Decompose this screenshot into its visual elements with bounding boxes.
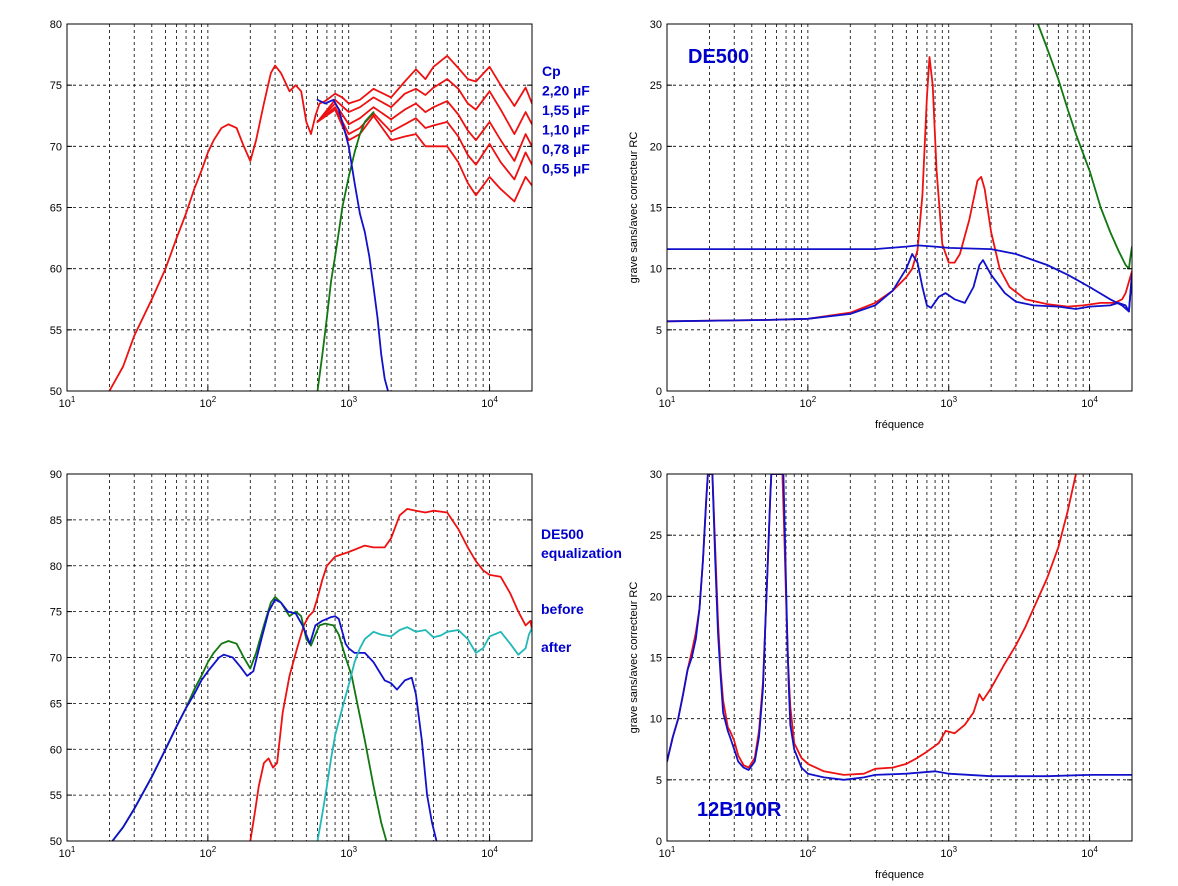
y-tick-label: 30 <box>650 469 662 481</box>
y-tick-label: 25 <box>650 530 662 542</box>
panel-top-right: 0 5 10 15 20 25 30 101 102 103 104 fréquence grave s… <box>628 19 1133 431</box>
y-tick-label: 55 <box>50 325 62 337</box>
y-tick-label: 60 <box>50 744 62 756</box>
y-tick-label: 15 <box>650 203 662 215</box>
panel-top-left: 50 55 60 65 70 75 80 101 102 103 104 Cp 2,20 µF 1,55 … <box>50 19 590 410</box>
series-line-blue <box>316 98 389 391</box>
x-tick-label: 103 <box>340 395 357 410</box>
y-tick-label: 5 <box>656 325 662 337</box>
annotation-label: DE500 <box>541 526 584 542</box>
y-tick-label: 30 <box>650 19 662 31</box>
x-tick-label: 104 <box>1081 395 1098 410</box>
series-line-red <box>249 508 532 841</box>
y-tick-label: 5 <box>656 775 662 787</box>
series-line-red <box>108 54 532 391</box>
x-tick-label: 104 <box>481 395 498 410</box>
y-tick-label: 15 <box>650 653 662 665</box>
series-line-blue <box>111 598 438 841</box>
y-tick-label: 0 <box>656 386 662 398</box>
y-tick-label: 60 <box>50 264 62 276</box>
x-tick-label: 103 <box>940 845 957 860</box>
annotation-label: before <box>541 601 584 617</box>
x-axis-label: fréquence <box>875 419 924 431</box>
y-tick-label: 80 <box>50 19 62 31</box>
series-line-blue <box>667 253 1132 323</box>
annotation-label: 0,78 µF <box>542 141 590 157</box>
annotation-label: Cp <box>542 63 561 79</box>
annotation-label: 12B100R <box>697 799 782 821</box>
x-tick-label: 102 <box>200 845 217 860</box>
y-tick-label: 0 <box>656 836 662 848</box>
x-tick-label: 101 <box>659 395 676 410</box>
plot-area <box>667 474 1132 841</box>
y-tick-label: 80 <box>50 561 62 573</box>
x-axis-label: fréquence <box>875 869 924 881</box>
annotation-label: 2,20 µF <box>542 83 590 99</box>
series-line-red <box>316 78 532 135</box>
series-line-red <box>316 106 532 181</box>
grid <box>67 24 532 391</box>
x-tick-label: 102 <box>800 845 817 860</box>
series-line-red <box>667 56 1132 323</box>
y-tick-label: 65 <box>50 698 62 710</box>
series-group <box>111 508 532 841</box>
y-tick-label: 10 <box>650 714 662 726</box>
annotation-label: DE500 <box>688 46 749 68</box>
y-tick-label: 20 <box>650 141 662 153</box>
plot-area <box>67 474 532 841</box>
x-tick-label: 101 <box>59 845 76 860</box>
series-line-blue <box>667 244 1132 313</box>
x-tick-label: 101 <box>659 845 676 860</box>
annotation-label: equalization <box>541 545 622 561</box>
y-tick-label: 70 <box>50 141 62 153</box>
y-axis-label: grave sans/avec correcteur RC <box>628 582 640 734</box>
y-tick-label: 50 <box>50 386 62 398</box>
y-tick-label: 75 <box>50 80 62 92</box>
plot-area <box>667 24 1132 391</box>
plot-area <box>67 24 532 391</box>
annotation-label: after <box>541 639 572 655</box>
series-group <box>108 54 532 391</box>
y-tick-label: 70 <box>50 653 62 665</box>
y-tick-label: 65 <box>50 203 62 215</box>
grid <box>667 474 1132 841</box>
grid <box>67 474 532 841</box>
x-tick-label: 103 <box>940 395 957 410</box>
x-tick-label: 104 <box>1081 845 1098 860</box>
x-tick-label: 101 <box>59 395 76 410</box>
series-line-cyan <box>316 626 532 841</box>
series-group <box>667 474 1132 781</box>
annotation-label: 1,55 µF <box>542 102 590 118</box>
series-line-red <box>316 100 532 162</box>
x-tick-label: 102 <box>200 395 217 410</box>
series-line-blue <box>667 474 1132 781</box>
panel-bottom-left: 50 55 60 65 70 75 80 85 90 101 102 103 104 DE500 equal… <box>50 469 622 860</box>
y-axis-label: grave sans/avec correcteur RC <box>628 132 640 284</box>
panel-bottom-right: 0 5 10 15 20 25 30 101 102 103 104 fréquence grave s… <box>628 469 1133 881</box>
annotation-label: 1,10 µF <box>542 122 590 138</box>
y-tick-label: 85 <box>50 515 62 527</box>
y-tick-label: 90 <box>50 469 62 481</box>
x-tick-label: 104 <box>481 845 498 860</box>
x-tick-label: 103 <box>340 845 357 860</box>
y-tick-label: 75 <box>50 607 62 619</box>
y-tick-label: 25 <box>650 80 662 92</box>
y-tick-label: 50 <box>50 836 62 848</box>
y-tick-label: 55 <box>50 790 62 802</box>
y-tick-label: 10 <box>650 264 662 276</box>
x-tick-label: 102 <box>800 395 817 410</box>
annotation-label: 0,55 µF <box>542 161 590 177</box>
series-line-green <box>316 111 375 391</box>
y-tick-label: 20 <box>650 591 662 603</box>
